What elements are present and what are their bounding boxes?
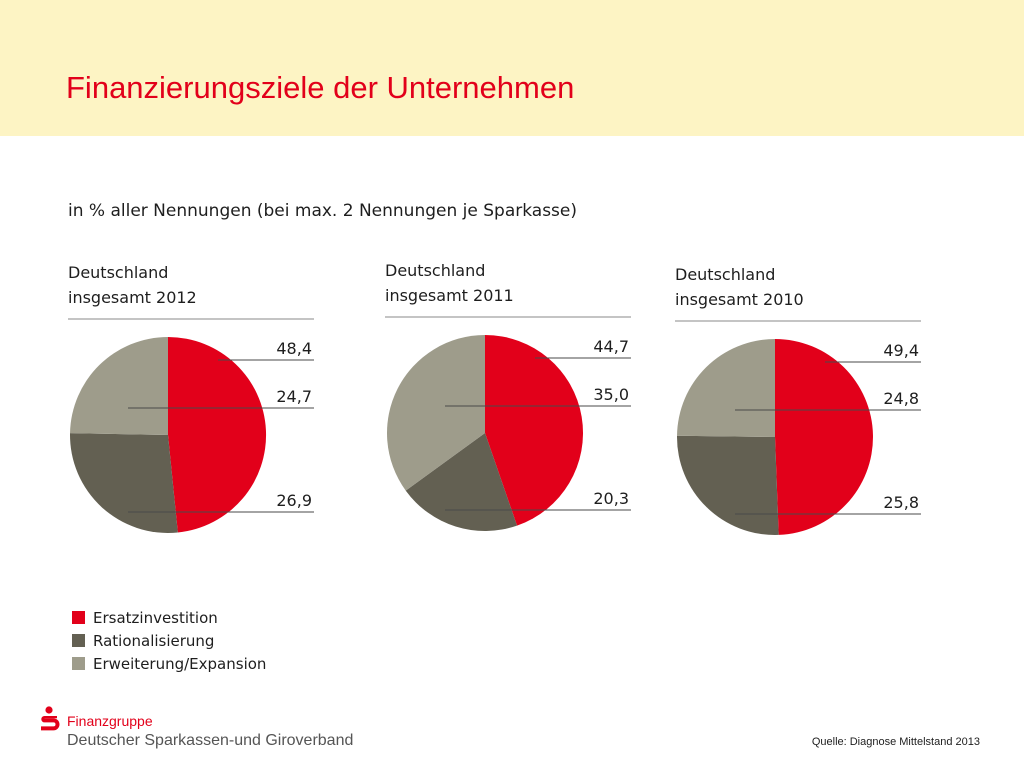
data-label: 25,8	[883, 493, 919, 512]
source-note: Quelle: Diagnose Mittelstand 2013	[811, 736, 980, 748]
brand-organization: Deutscher Sparkassen-und Giroverband	[67, 732, 354, 749]
data-label: 24,8	[883, 389, 919, 408]
chart-legend: Ersatzinvestition Rationalisierung Erwei…	[72, 606, 266, 675]
pie-title-2012: Deutschland insgesamt 2012	[68, 263, 197, 307]
legend-label: Erweiterung/Expansion	[93, 654, 267, 673]
pie-panel-2010: Deutschland insgesamt 2010 49,4 24,8 25,8	[675, 262, 925, 552]
pie-slice-rationalisierung	[677, 435, 779, 535]
legend-item-ersatzinvestition: Ersatzinvestition	[72, 606, 266, 629]
legend-item-erweiterung: Erweiterung/Expansion	[72, 652, 266, 675]
pie-chart-2011: 44,7 35,0 20,3	[385, 316, 631, 532]
brand-name: Finanzgruppe	[67, 713, 153, 729]
data-label: 20,3	[593, 489, 629, 508]
pie-title-2011: Deutschland insgesamt 2011	[385, 261, 514, 305]
legend-item-rationalisierung: Rationalisierung	[72, 629, 266, 652]
pie-slice-rationalisierung	[70, 433, 178, 534]
data-label: 24,7	[276, 387, 312, 406]
pie-chart-2010: 49,4 24,8 25,8	[675, 320, 921, 535]
pie-slice-erweiterung-expansion	[677, 339, 775, 437]
data-label: 35,0	[593, 385, 629, 404]
legend-swatch	[72, 634, 85, 647]
pie-slice-erweiterung-expansion	[70, 337, 168, 435]
data-label: 48,4	[276, 339, 312, 358]
pie-title-2010: Deutschland insgesamt 2010	[675, 265, 804, 309]
sparkassen-s-logo-icon	[41, 706, 60, 731]
header-band	[0, 0, 1024, 136]
pie-panel-2012: Deutschland insgesamt 2012 48,4 24,7 26,9	[68, 260, 318, 550]
legend-label: Ersatzinvestition	[93, 608, 218, 627]
legend-label: Rationalisierung	[93, 631, 215, 650]
chart-subtitle: in % aller Nennungen (bei max. 2 Nennung…	[68, 201, 577, 221]
pie-slice-erweiterung-expansion	[387, 335, 485, 491]
legend-swatch	[72, 611, 85, 624]
pie-chart-2012: 48,4 24,7 26,9	[68, 318, 314, 534]
legend-swatch	[72, 657, 85, 670]
pie-slice-ersatzinvestition	[485, 335, 584, 526]
pie-slice-ersatzinvestition	[168, 337, 267, 533]
pie-slice-rationalisierung	[405, 433, 518, 532]
slide-title: Finanzierungsziele der Unternehmen	[66, 70, 575, 105]
data-label: 26,9	[276, 491, 312, 510]
pie-slice-ersatzinvestition	[775, 339, 873, 535]
data-label: 49,4	[883, 341, 919, 360]
pie-panel-2011: Deutschland insgesamt 2011 44,7 35,0 20,3	[385, 258, 635, 548]
data-label: 44,7	[593, 337, 629, 356]
